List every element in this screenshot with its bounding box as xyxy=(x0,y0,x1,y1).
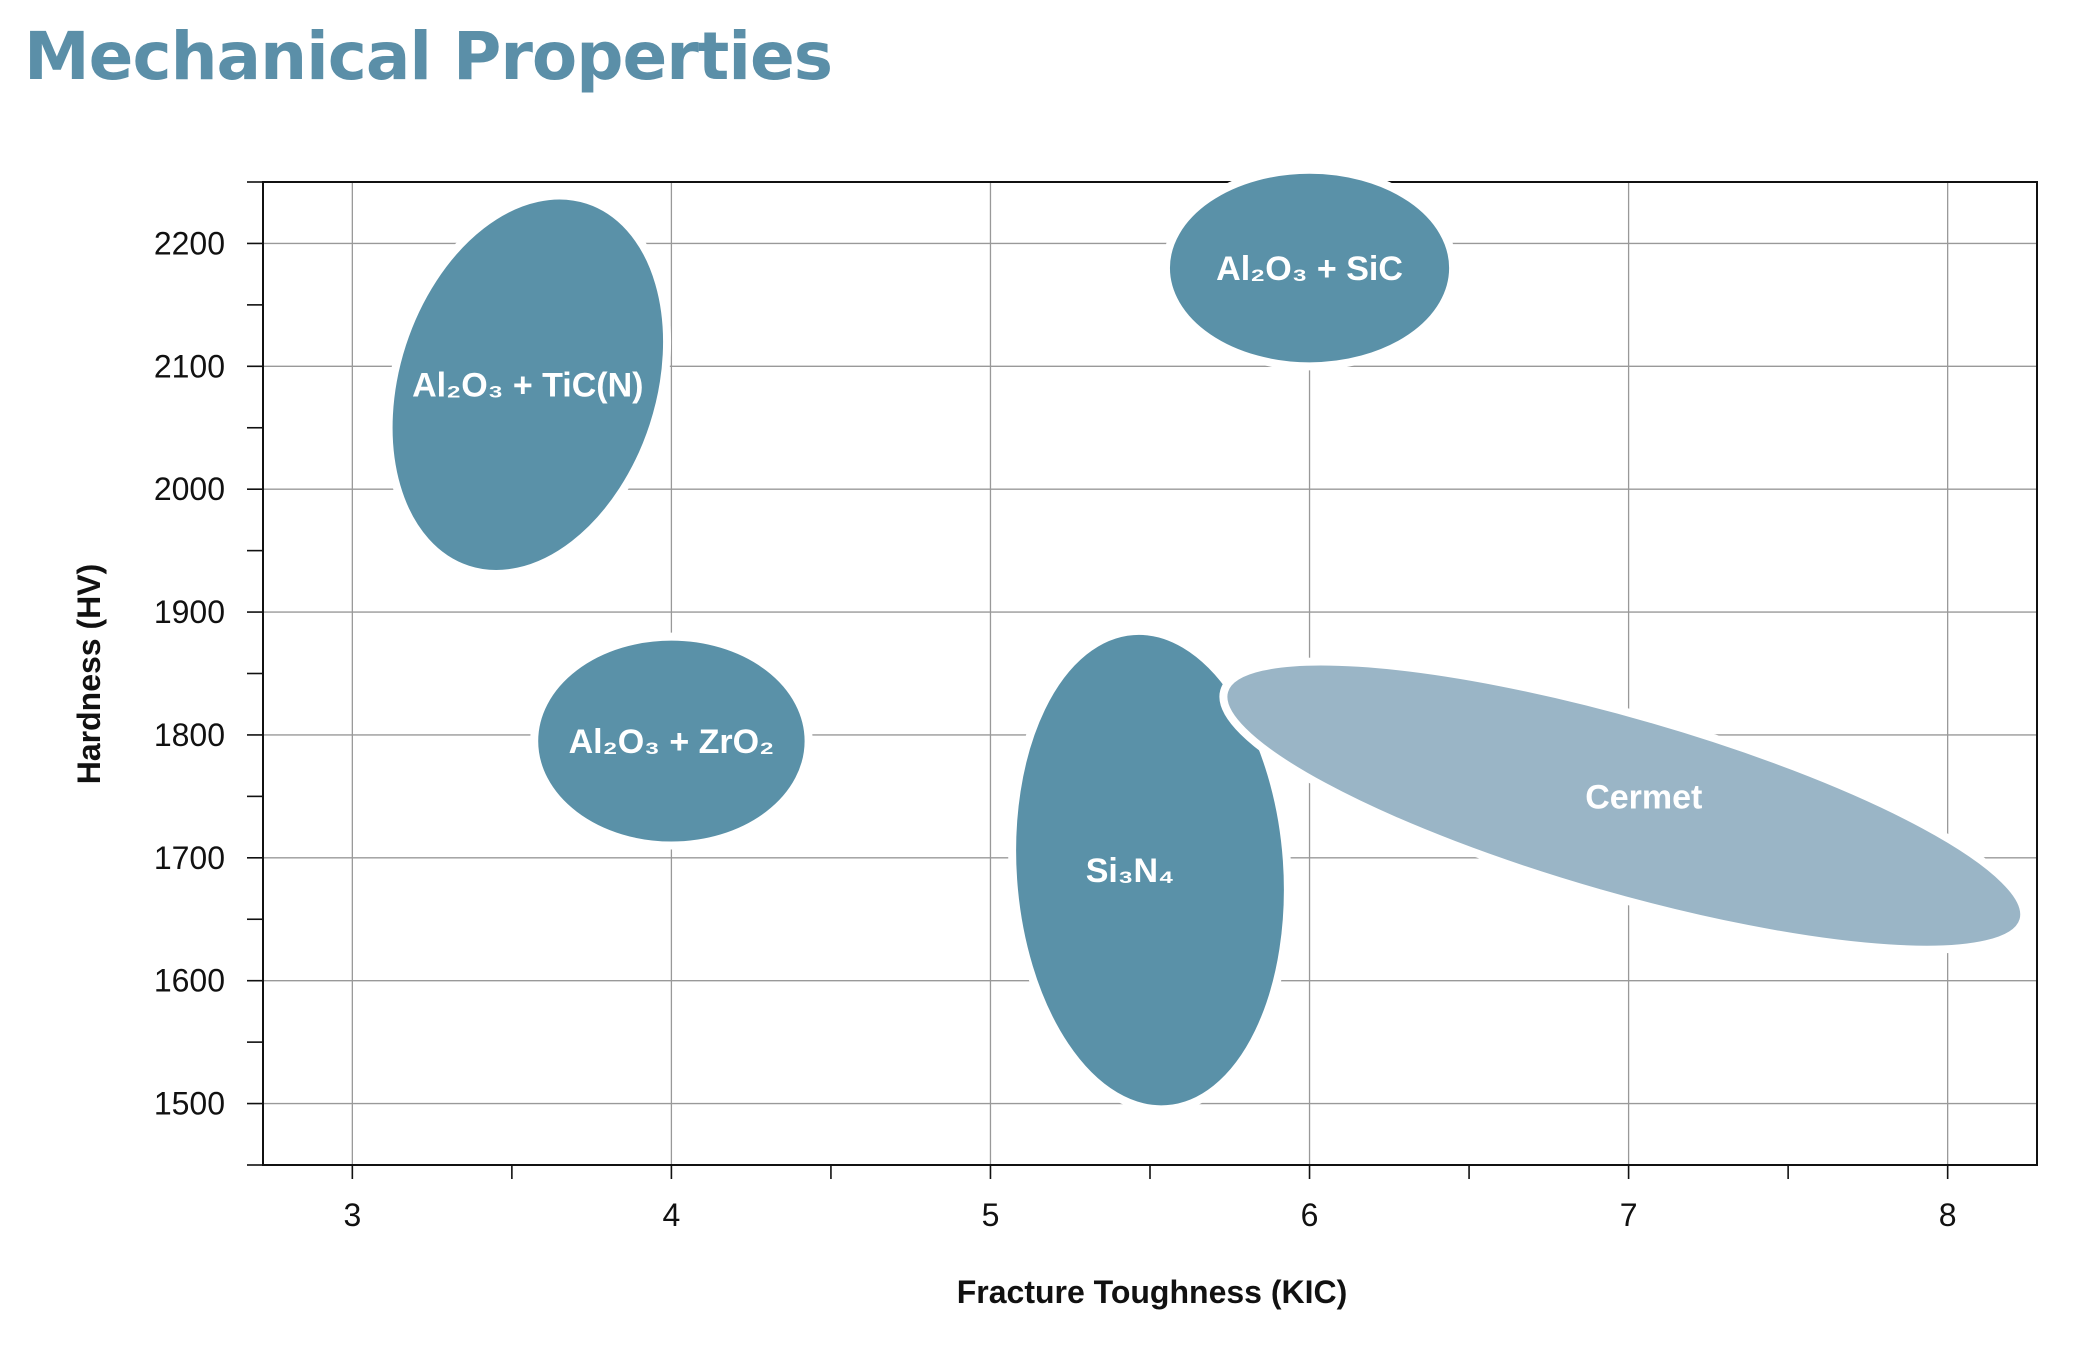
region-labels: Al₂O₃ + TiC(N) Al₂O₃ + SiC Al₂O₃ + ZrO₂ Si₃… xyxy=(412,250,1702,890)
region-label: Al₂O₃ + SiC xyxy=(1216,250,1403,288)
region-ellipse xyxy=(1219,657,2029,954)
x-tick-label: 8 xyxy=(1939,1197,1957,1233)
x-tick-label: 5 xyxy=(982,1197,1000,1233)
page-title: Mechanical Properties xyxy=(24,18,833,95)
y-tick-label: 1600 xyxy=(154,963,225,999)
region-label: Al₂O₃ + TiC(N) xyxy=(412,367,643,405)
regions xyxy=(384,165,2029,1114)
x-axis-title: Fracture Toughness (KIC) xyxy=(957,1274,1348,1310)
region-ellipse xyxy=(384,191,672,578)
x-tick-label: 6 xyxy=(1301,1197,1319,1233)
axes: 3 4 5 6 7 8 1500 1600 1700 1800 1900 2000 2100 2200 xyxy=(154,181,2038,1233)
region-ellipse xyxy=(1008,626,1292,1114)
region-label: Al₂O₃ + ZrO₂ xyxy=(569,723,775,761)
x-tick-label: 7 xyxy=(1620,1197,1638,1233)
x-tick-label: 4 xyxy=(663,1197,681,1233)
y-tick-label: 1900 xyxy=(154,594,225,630)
region-label: Cermet xyxy=(1585,779,1702,817)
region-ellipse xyxy=(1161,165,1458,371)
y-tick-label: 1500 xyxy=(154,1086,225,1122)
x-tick-label: 3 xyxy=(343,1197,361,1233)
region-label: Si₃N₄ xyxy=(1086,852,1175,890)
region-ellipse xyxy=(530,632,813,850)
y-tick-label: 2200 xyxy=(154,225,225,261)
y-tick-label: 2000 xyxy=(154,471,225,507)
y-tick-label: 1800 xyxy=(154,717,225,753)
y-axis-title: Hardness (HV) xyxy=(71,564,107,785)
y-tick-label: 2100 xyxy=(154,348,225,384)
y-tick-label: 1700 xyxy=(154,840,225,876)
